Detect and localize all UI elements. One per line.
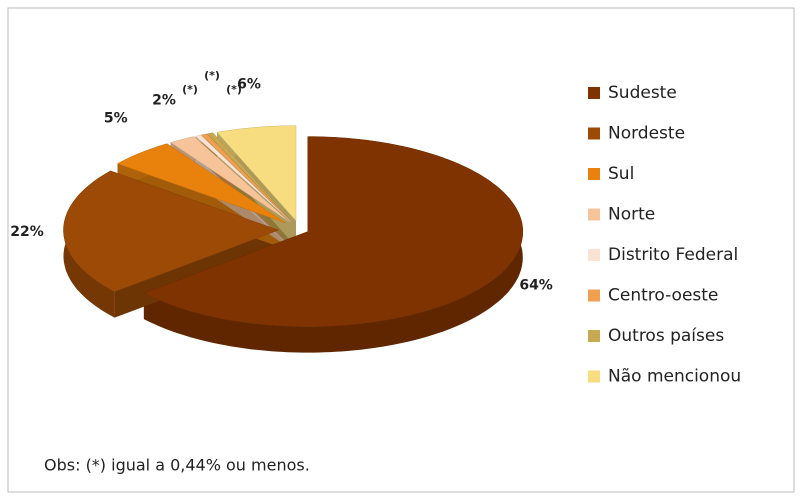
slice <box>200 133 292 222</box>
data-label: 22% <box>10 224 44 240</box>
data-label: 5% <box>104 110 128 126</box>
legend-swatch <box>588 87 600 99</box>
legend-label: Não mencionou <box>608 367 741 387</box>
data-label: 64% <box>519 277 553 293</box>
slice <box>63 170 280 292</box>
slice <box>143 136 524 327</box>
annotation: Obs: (*) igual a 0,44% ou menos. <box>44 456 310 475</box>
legend-swatch <box>588 168 600 180</box>
data-label: (*) <box>204 69 220 82</box>
legend-label: Centro-oeste <box>608 286 718 306</box>
legend-swatch <box>588 370 600 383</box>
data-label: (*) <box>226 83 242 96</box>
legend-label: Nordeste <box>608 124 685 144</box>
data-label: 2% <box>152 93 176 109</box>
legend-swatch <box>588 289 600 302</box>
slice <box>170 136 290 223</box>
legend-swatch <box>588 208 600 221</box>
slice-side <box>143 136 523 353</box>
legend-swatch <box>588 249 600 261</box>
slice <box>206 132 292 222</box>
slice <box>195 134 291 222</box>
legend-swatch <box>588 127 600 140</box>
slice <box>116 143 286 224</box>
legend-swatch <box>588 330 600 342</box>
data-label: 6% <box>237 77 261 93</box>
slice <box>216 125 297 222</box>
legend-label: Outros países <box>608 326 724 346</box>
legend-label: Norte <box>608 205 655 225</box>
legend-label: Sul <box>608 164 634 184</box>
legend-label: Distrito Federal <box>608 245 738 265</box>
data-label: (*) <box>182 83 198 96</box>
legend-label: Sudeste <box>608 83 677 103</box>
